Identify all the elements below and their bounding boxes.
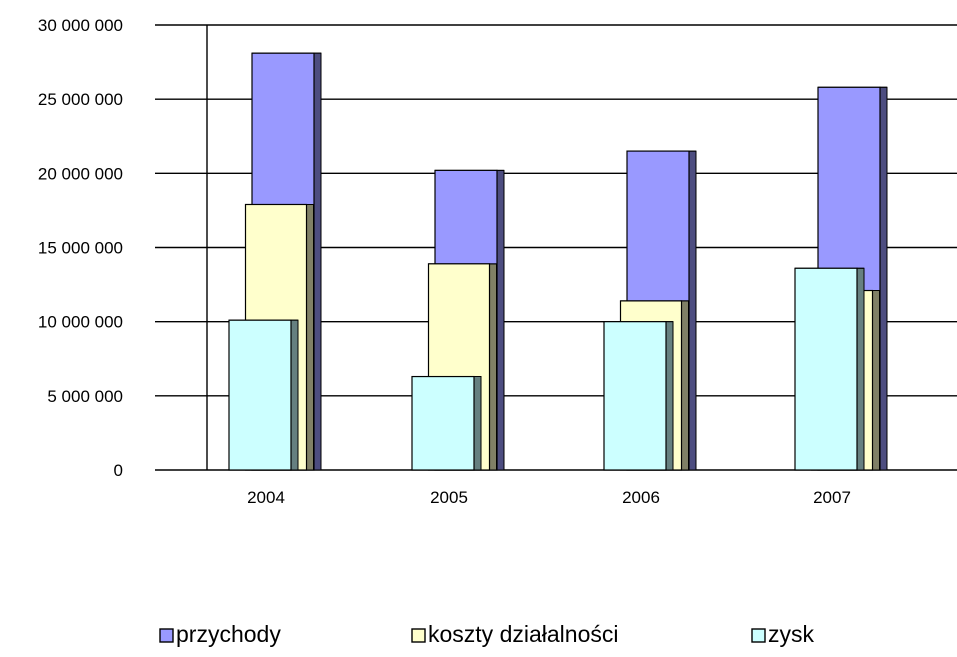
y-tick-label: 25 000 000 <box>38 90 123 109</box>
legend-swatch <box>411 628 426 643</box>
y-tick-label: 10 000 000 <box>38 313 123 332</box>
y-axis-ticks: 0 5 000 000 10 000 000 15 000 000 20 000 000… <box>38 16 123 480</box>
bar-side-face <box>681 300 689 471</box>
bar-front-face <box>411 375 475 471</box>
legend-item-przychody: przychody <box>159 621 281 647</box>
bar-front-face <box>794 267 858 471</box>
x-axis-ticks: 2004 2005 2006 2007 <box>247 488 851 507</box>
y-tick-label: 15 000 000 <box>38 239 123 258</box>
legend-item-koszty-dzialalnosci: koszty działalności <box>411 621 618 647</box>
legend-swatch <box>751 628 766 643</box>
legend-label: zysk <box>768 621 815 647</box>
bar-side-face <box>856 267 865 471</box>
bar-zysk-2005 <box>411 375 482 471</box>
bar-zysk-2004 <box>228 319 299 471</box>
bar-side-face <box>872 290 880 471</box>
legend: przychody koszty działalności zysk <box>159 621 815 647</box>
bar-side-face <box>313 52 322 471</box>
bar-front-face <box>603 321 667 471</box>
y-tick-label: 30 000 000 <box>38 16 123 35</box>
legend-label: koszty działalności <box>428 621 618 647</box>
bar-side-face <box>879 86 888 471</box>
bar-side-face <box>688 150 697 471</box>
x-tick-label-2005: 2005 <box>430 488 468 507</box>
legend-item-zysk: zysk <box>751 621 815 647</box>
y-tick-label: 0 <box>114 461 123 480</box>
y-tick-label: 20 000 000 <box>38 164 123 183</box>
bar-side-face <box>290 319 299 471</box>
x-tick-label-2006: 2006 <box>622 488 660 507</box>
bar-side-face <box>306 203 314 471</box>
x-tick-label-2004: 2004 <box>247 488 285 507</box>
bar-front-face <box>228 319 292 471</box>
x-tick-label-2007: 2007 <box>813 488 851 507</box>
bar-zysk-2006 <box>603 321 674 471</box>
bar-side-face <box>473 376 482 471</box>
bar-zysk-2007 <box>794 267 865 471</box>
bars <box>228 52 888 471</box>
y-tick-label: 5 000 000 <box>47 387 123 406</box>
legend-swatch <box>159 628 174 643</box>
legend-label: przychody <box>176 621 281 647</box>
bar-side-face <box>496 169 505 471</box>
bar-side-face <box>665 321 674 471</box>
bar-side-face <box>489 263 497 471</box>
